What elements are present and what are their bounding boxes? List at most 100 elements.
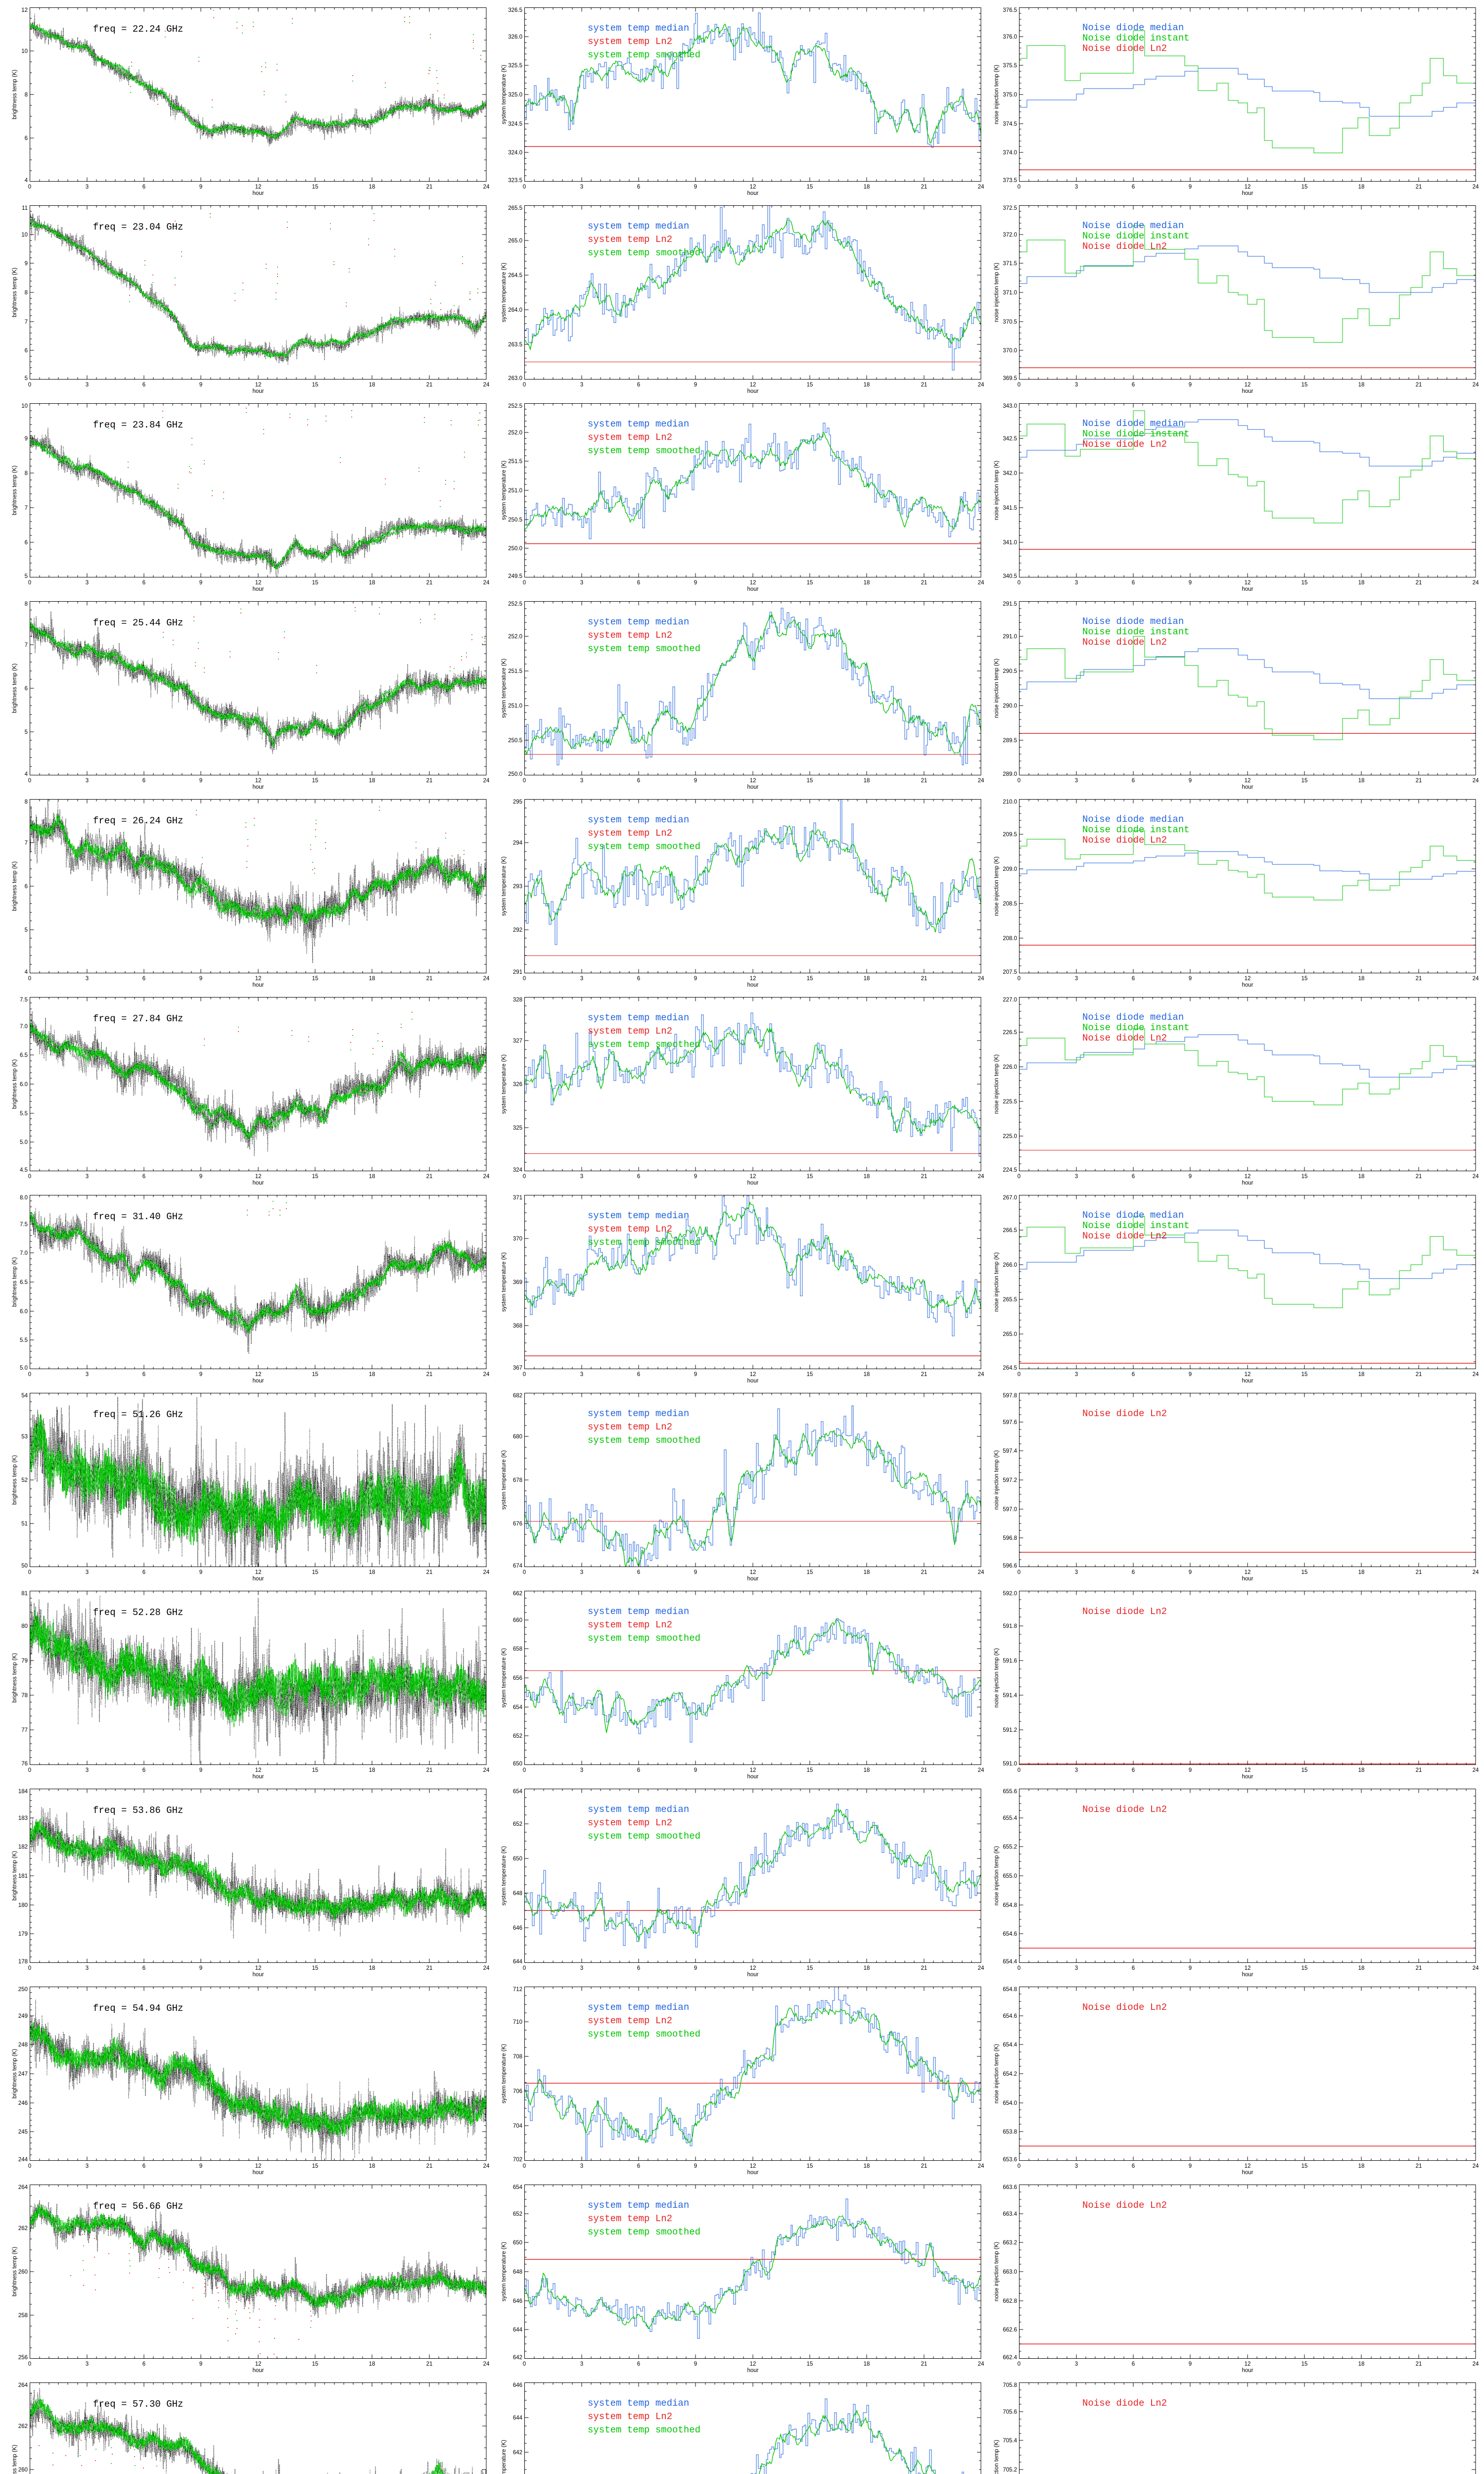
svg-text:system temp smoothed: system temp smoothed (588, 2227, 700, 2237)
svg-text:9: 9 (694, 2163, 697, 2169)
svg-text:655.4: 655.4 (1003, 1815, 1017, 1821)
svg-text:654: 654 (513, 1705, 523, 1711)
svg-text:24: 24 (1473, 580, 1479, 586)
svg-text:295: 295 (513, 799, 522, 805)
svg-text:250.0: 250.0 (508, 771, 522, 777)
svg-text:0: 0 (523, 1570, 526, 1575)
svg-text:375.5: 375.5 (1003, 63, 1017, 69)
svg-text:freq = 26.24 GHz: freq = 26.24 GHz (93, 815, 183, 826)
svg-text:hour: hour (1242, 784, 1253, 790)
svg-text:hour: hour (747, 982, 758, 988)
svg-text:712: 712 (513, 1987, 522, 1993)
svg-text:249: 249 (18, 2013, 28, 2019)
svg-text:Noise diode Ln2: Noise diode Ln2 (1082, 1033, 1167, 1044)
svg-text:21: 21 (921, 1174, 928, 1180)
svg-text:646: 646 (513, 2298, 522, 2304)
svg-text:326.5: 326.5 (508, 7, 522, 13)
svg-text:290.0: 290.0 (1003, 703, 1017, 709)
svg-text:652: 652 (513, 1821, 522, 1827)
svg-text:12: 12 (255, 1965, 262, 1971)
svg-text:9: 9 (1189, 382, 1192, 388)
svg-text:12: 12 (750, 1570, 756, 1575)
svg-text:Noise diode median: Noise diode median (1082, 418, 1184, 429)
svg-text:6.5: 6.5 (20, 1280, 28, 1285)
svg-text:0: 0 (28, 1174, 31, 1180)
svg-text:freq = 54.94 GHz: freq = 54.94 GHz (93, 2003, 183, 2014)
svg-text:15: 15 (1301, 1767, 1308, 1773)
svg-text:652: 652 (513, 1733, 522, 1739)
svg-text:hour: hour (252, 1378, 264, 1384)
svg-text:264.0: 264.0 (508, 307, 522, 313)
svg-text:system temp median: system temp median (588, 221, 689, 232)
svg-text:12: 12 (750, 580, 756, 586)
svg-text:hour: hour (747, 586, 758, 592)
svg-text:644: 644 (513, 2327, 523, 2333)
svg-text:15: 15 (807, 2361, 813, 2367)
svg-text:246: 246 (18, 2100, 28, 2106)
svg-text:3: 3 (1075, 382, 1078, 388)
svg-text:24: 24 (1473, 1570, 1479, 1575)
svg-text:369: 369 (513, 1280, 522, 1285)
svg-text:262: 262 (18, 2424, 28, 2429)
svg-text:3: 3 (1075, 778, 1078, 784)
svg-text:265.5: 265.5 (508, 205, 522, 211)
svg-text:249.5: 249.5 (508, 573, 522, 579)
svg-text:hour: hour (1242, 1378, 1253, 1384)
svg-text:system temperature (K): system temperature (K) (501, 856, 507, 916)
svg-text:0: 0 (28, 2361, 31, 2367)
svg-text:591.2: 591.2 (1003, 1727, 1017, 1733)
svg-text:9: 9 (199, 382, 202, 388)
svg-text:227.0: 227.0 (1003, 997, 1017, 1003)
svg-text:9: 9 (694, 778, 697, 784)
svg-text:5.5: 5.5 (20, 1111, 28, 1117)
svg-text:294: 294 (513, 840, 523, 846)
svg-text:24: 24 (978, 1965, 984, 1971)
svg-text:24: 24 (978, 580, 984, 586)
svg-text:9: 9 (199, 1174, 202, 1180)
svg-text:system temp median: system temp median (588, 2398, 689, 2409)
svg-text:24: 24 (1473, 2163, 1479, 2169)
svg-text:21: 21 (921, 2361, 928, 2367)
svg-text:9: 9 (694, 382, 697, 388)
svg-text:54: 54 (21, 1393, 28, 1399)
svg-text:251.5: 251.5 (508, 668, 522, 674)
svg-text:374.0: 374.0 (1003, 150, 1017, 156)
svg-text:18: 18 (369, 184, 375, 190)
svg-text:9: 9 (694, 976, 697, 982)
svg-text:663.0: 663.0 (1003, 2269, 1017, 2275)
svg-text:system temperature (K): system temperature (K) (501, 2242, 507, 2301)
svg-text:18: 18 (864, 1372, 870, 1378)
svg-text:6: 6 (25, 136, 28, 142)
svg-text:12: 12 (750, 2361, 756, 2367)
svg-text:Noise diode instant: Noise diode instant (1082, 626, 1190, 637)
svg-text:6: 6 (637, 1767, 640, 1773)
svg-text:18: 18 (864, 382, 870, 388)
svg-text:10: 10 (21, 48, 28, 54)
svg-text:0: 0 (1018, 1965, 1020, 1971)
svg-text:3: 3 (1075, 2163, 1078, 2169)
svg-text:0: 0 (28, 1570, 31, 1575)
svg-text:372.5: 372.5 (1003, 205, 1017, 211)
svg-text:5.0: 5.0 (20, 1140, 28, 1145)
svg-text:3: 3 (86, 184, 89, 190)
svg-text:224.5: 224.5 (1003, 1167, 1017, 1173)
svg-text:noise injection temp (K): noise injection temp (K) (994, 461, 1000, 520)
svg-text:6: 6 (1132, 382, 1135, 388)
svg-text:662.6: 662.6 (1003, 2327, 1017, 2333)
svg-text:265.0: 265.0 (508, 238, 522, 244)
svg-text:6: 6 (25, 686, 28, 692)
svg-text:18: 18 (864, 778, 870, 784)
svg-text:12: 12 (1245, 2163, 1251, 2169)
svg-text:3: 3 (1075, 1174, 1078, 1180)
svg-text:18: 18 (864, 2361, 870, 2367)
svg-text:Noise diode median: Noise diode median (1082, 22, 1184, 33)
svg-text:24: 24 (978, 1372, 984, 1378)
svg-text:18: 18 (1358, 580, 1365, 586)
svg-text:system temp smoothed: system temp smoothed (588, 1831, 700, 1842)
svg-text:system temp smoothed: system temp smoothed (588, 445, 700, 456)
svg-text:12: 12 (255, 184, 262, 190)
svg-text:3: 3 (1075, 1767, 1078, 1773)
svg-text:10: 10 (21, 232, 28, 238)
svg-text:15: 15 (1301, 1570, 1308, 1575)
svg-text:12: 12 (255, 2361, 262, 2367)
